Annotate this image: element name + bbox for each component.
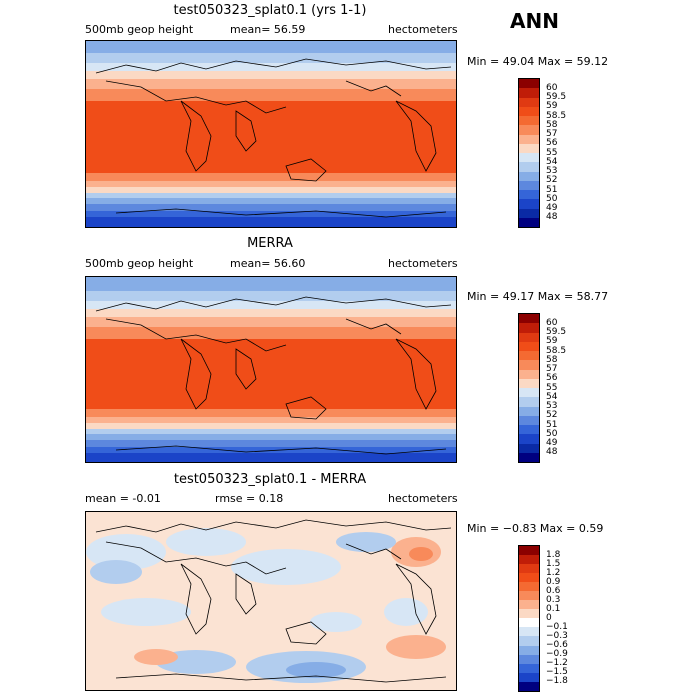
panel3-cbar-label: −1.2	[546, 658, 568, 668]
panel3-mean-label: mean = -0.01	[85, 492, 161, 505]
panel1-cbar-label: 52	[546, 175, 558, 185]
panel3-cbar-label: 0.1	[546, 604, 561, 614]
panel2-colorbar	[518, 313, 540, 463]
panel2-cbar-label: 60	[546, 318, 558, 328]
panel2-cbar-label: 50	[546, 429, 558, 439]
panel3-cbar-label: −1.5	[546, 667, 568, 677]
panel2-minmax-label: Min = 49.17 Max = 58.77	[467, 290, 609, 303]
panel3-minmax-label: Min = −0.83 Max = 0.59	[467, 522, 604, 535]
panel2-cbar-label: 53	[546, 401, 558, 411]
panel3-map	[85, 511, 457, 691]
panel1-cbar-label: 59	[546, 101, 558, 111]
panel1-cbar-label: 58.5	[546, 111, 567, 121]
panel3-units-label: hectometers	[388, 492, 458, 505]
panel3-cbar-label: 1.8	[546, 550, 561, 560]
season-label: ANN	[510, 9, 559, 33]
panel1-mean-label: mean= 56.59	[230, 23, 306, 36]
panel1-cbar-label: 57	[546, 129, 558, 139]
panel2-variable-label: 500mb geop height	[85, 257, 194, 270]
panel3-rmse-label: rmse = 0.18	[215, 492, 284, 505]
panel2-cbar-label: 57	[546, 364, 558, 374]
panel2-cbar-label: 48	[546, 447, 558, 457]
panel2-cbar-label: 59	[546, 336, 558, 346]
panel2-cbar-label: 58	[546, 355, 558, 365]
panel3-cbar-label: −1.8	[546, 676, 568, 686]
panel2-cbar-label: 51	[546, 420, 558, 430]
panel1-cbar-label: 58	[546, 120, 558, 130]
panel3-cbar-label: 0	[546, 613, 552, 623]
panel1-colorbar	[518, 78, 540, 228]
panel2-cbar-label: 54	[546, 392, 558, 402]
panel3-cbar-label: −0.1	[546, 622, 568, 632]
panel3-cbar-label: −0.9	[546, 649, 568, 659]
panel2-map	[85, 276, 457, 463]
panel1-cbar-label: 51	[546, 185, 558, 195]
panel1-cbar-label: 59.5	[546, 92, 567, 102]
panel2-cbar-label: 56	[546, 373, 558, 383]
panel2-field-svg	[86, 277, 456, 462]
panel1-map	[85, 40, 457, 228]
panel3-cbar-label: 1.5	[546, 559, 561, 569]
panel1-cbar-label: 55	[546, 148, 558, 158]
panel2-cbar-label: 59.5	[546, 327, 567, 337]
panel1-field-svg	[86, 41, 456, 227]
panel2-title: MERRA	[247, 236, 293, 251]
panel3-cbar-label: −0.6	[546, 640, 568, 650]
panel3-cbar-label: 0.6	[546, 586, 561, 596]
panel1-minmax-label: Min = 49.04 Max = 59.12	[467, 55, 609, 68]
panel2-cbar-label: 55	[546, 383, 558, 393]
panel2-units-label: hectometers	[388, 257, 458, 270]
panel1-cbar-label: 49	[546, 203, 558, 213]
panel1-cbar-label: 53	[546, 166, 558, 176]
panel3-colorbar	[518, 545, 540, 692]
panel3-cbar-label: 0.9	[546, 577, 561, 587]
panel2-mean-label: mean= 56.60	[230, 257, 306, 270]
panel3-cbar-label: 1.2	[546, 568, 561, 578]
panel3-field-svg	[86, 512, 456, 690]
panel3-cbar-label: 0.3	[546, 595, 561, 605]
panel2-cbar-label: 52	[546, 410, 558, 420]
panel1-cbar-label: 56	[546, 138, 558, 148]
panel1-units-label: hectometers	[388, 23, 458, 36]
panel1-cbar-label: 48	[546, 212, 558, 222]
panel1-cbar-label: 60	[546, 83, 558, 93]
panel1-cbar-label: 54	[546, 157, 558, 167]
panel2-cbar-label: 58.5	[546, 346, 567, 356]
panel3-title: test050323_splat0.1 - MERRA	[173, 472, 367, 487]
panel2-cbar-label: 49	[546, 438, 558, 448]
panel1-variable-label: 500mb geop height	[85, 23, 194, 36]
panel1-cbar-label: 50	[546, 194, 558, 204]
panel3-cbar-label: −0.3	[546, 631, 568, 641]
panel1-title: test050323_splat0.1 (yrs 1-1)	[173, 3, 367, 18]
